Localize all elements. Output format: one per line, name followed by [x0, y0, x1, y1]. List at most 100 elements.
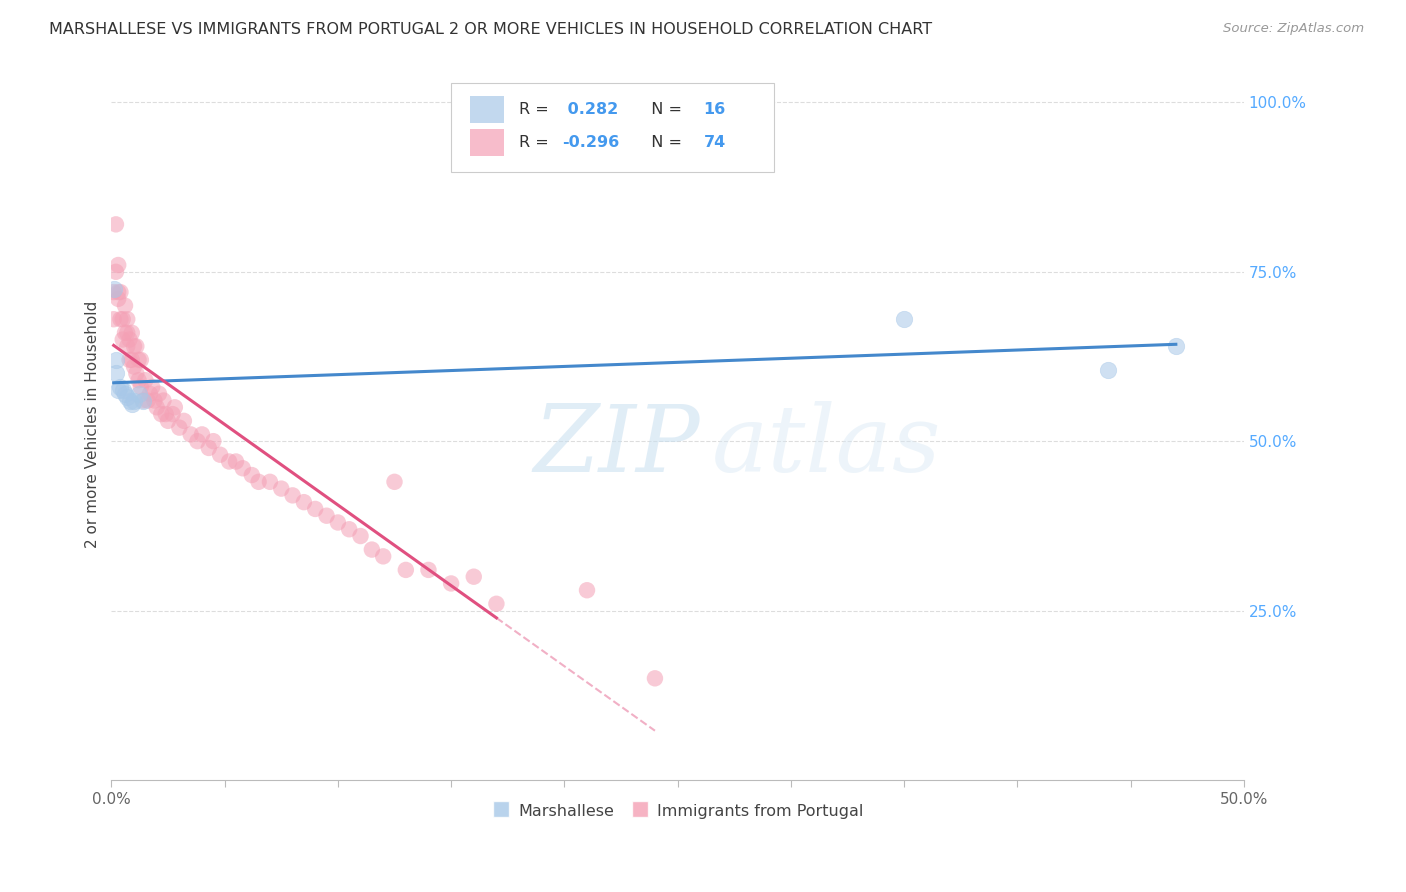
- Point: [162, 407, 184, 421]
- Point: [107, 292, 129, 306]
- Point: [134, 373, 156, 387]
- Point: [143, 393, 166, 408]
- Point: [110, 285, 132, 299]
- Point: [122, 339, 145, 353]
- Point: [122, 359, 145, 374]
- Point: [114, 299, 136, 313]
- Point: [107, 258, 129, 272]
- Point: [169, 420, 191, 434]
- Point: [104, 218, 127, 232]
- Point: [644, 671, 666, 685]
- Text: atlas: atlas: [711, 401, 941, 491]
- Point: [576, 583, 599, 598]
- Point: [121, 352, 143, 367]
- Point: [118, 352, 141, 367]
- Point: [111, 384, 134, 398]
- Point: [139, 386, 162, 401]
- Point: [103, 285, 125, 299]
- Point: [225, 454, 247, 468]
- Point: [270, 482, 292, 496]
- Point: [136, 393, 159, 408]
- Point: [125, 339, 148, 353]
- Text: MARSHALLESE VS IMMIGRANTS FROM PORTUGAL 2 OR MORE VEHICLES IN HOUSEHOLD CORRELAT: MARSHALLESE VS IMMIGRANTS FROM PORTUGAL …: [49, 22, 932, 37]
- Point: [349, 529, 371, 543]
- Point: [173, 414, 195, 428]
- Point: [128, 352, 150, 367]
- Text: 0.282: 0.282: [562, 103, 619, 117]
- FancyBboxPatch shape: [451, 83, 773, 171]
- Point: [117, 390, 139, 404]
- Point: [128, 386, 150, 401]
- Point: [157, 414, 180, 428]
- Point: [122, 393, 145, 408]
- Bar: [471, 96, 505, 123]
- Point: [191, 427, 214, 442]
- Point: [121, 397, 143, 411]
- Point: [152, 393, 174, 408]
- Point: [148, 386, 170, 401]
- Point: [114, 386, 136, 401]
- Point: [180, 427, 202, 442]
- Point: [292, 495, 315, 509]
- Point: [107, 384, 129, 398]
- Point: [304, 502, 326, 516]
- Point: [141, 380, 163, 394]
- Point: [315, 508, 337, 523]
- Point: [198, 441, 221, 455]
- Point: [104, 352, 127, 367]
- Point: [186, 434, 208, 449]
- Point: [118, 393, 141, 408]
- Text: 16: 16: [703, 103, 725, 117]
- Point: [360, 542, 382, 557]
- Point: [121, 326, 143, 340]
- Point: [440, 576, 463, 591]
- Point: [129, 380, 152, 394]
- Point: [485, 597, 508, 611]
- Point: [240, 468, 263, 483]
- Point: [395, 563, 418, 577]
- Point: [163, 401, 186, 415]
- Point: [893, 312, 915, 326]
- Point: [103, 282, 125, 296]
- Point: [111, 312, 134, 326]
- Text: N =: N =: [641, 103, 688, 117]
- Point: [104, 367, 127, 381]
- Point: [125, 367, 148, 381]
- Point: [118, 333, 141, 347]
- Bar: [471, 129, 505, 156]
- Point: [104, 265, 127, 279]
- Point: [326, 516, 349, 530]
- Point: [384, 475, 406, 489]
- Point: [129, 352, 152, 367]
- Text: 74: 74: [703, 135, 725, 150]
- Point: [218, 454, 240, 468]
- Point: [117, 312, 139, 326]
- Point: [337, 522, 360, 536]
- Point: [132, 393, 155, 408]
- Point: [202, 434, 225, 449]
- Text: ZIP: ZIP: [534, 401, 700, 491]
- Point: [209, 448, 232, 462]
- Point: [114, 326, 136, 340]
- Point: [110, 380, 132, 394]
- Point: [418, 563, 440, 577]
- Text: N =: N =: [641, 135, 688, 150]
- Point: [110, 312, 132, 326]
- Point: [103, 312, 125, 326]
- Point: [1164, 339, 1187, 353]
- Text: Source: ZipAtlas.com: Source: ZipAtlas.com: [1223, 22, 1364, 36]
- Point: [117, 326, 139, 340]
- Point: [111, 333, 134, 347]
- Point: [281, 488, 304, 502]
- Point: [1097, 363, 1119, 377]
- Point: [128, 373, 150, 387]
- Legend: Marshallese, Immigrants from Portugal: Marshallese, Immigrants from Portugal: [485, 796, 870, 825]
- Text: R =: R =: [519, 135, 554, 150]
- Point: [373, 549, 395, 564]
- Point: [463, 570, 485, 584]
- Text: -0.296: -0.296: [562, 135, 620, 150]
- Point: [117, 339, 139, 353]
- Point: [247, 475, 270, 489]
- Point: [232, 461, 254, 475]
- Point: [259, 475, 281, 489]
